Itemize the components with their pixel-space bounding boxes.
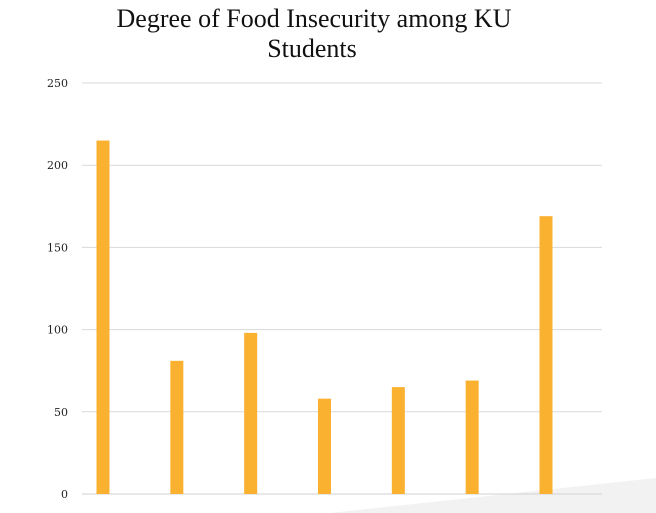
bar-5 <box>391 387 405 494</box>
bar-4 <box>318 398 331 494</box>
y-tick-label: 100 <box>47 324 68 337</box>
bar-7 <box>539 216 553 494</box>
y-tick-label: 50 <box>54 406 68 419</box>
y-tick-label: 200 <box>47 159 68 172</box>
chart-title-line-1: Degree of Food Insecurity among KU <box>117 4 512 33</box>
y-axis-tick-labels: 0 50 100 150 200 250 <box>47 77 68 501</box>
bar-2 <box>170 360 184 494</box>
y-tick-label: 0 <box>61 488 68 501</box>
y-tick-label: 250 <box>47 77 68 90</box>
bars <box>96 140 553 495</box>
bar-3 <box>244 332 258 494</box>
gridlines <box>82 82 602 495</box>
chart-title-line-2: Students <box>267 34 357 63</box>
bar-6 <box>465 380 479 494</box>
bar-1 <box>96 140 110 495</box>
y-tick-label: 150 <box>47 241 68 254</box>
decorative-swoosh <box>330 478 656 513</box>
